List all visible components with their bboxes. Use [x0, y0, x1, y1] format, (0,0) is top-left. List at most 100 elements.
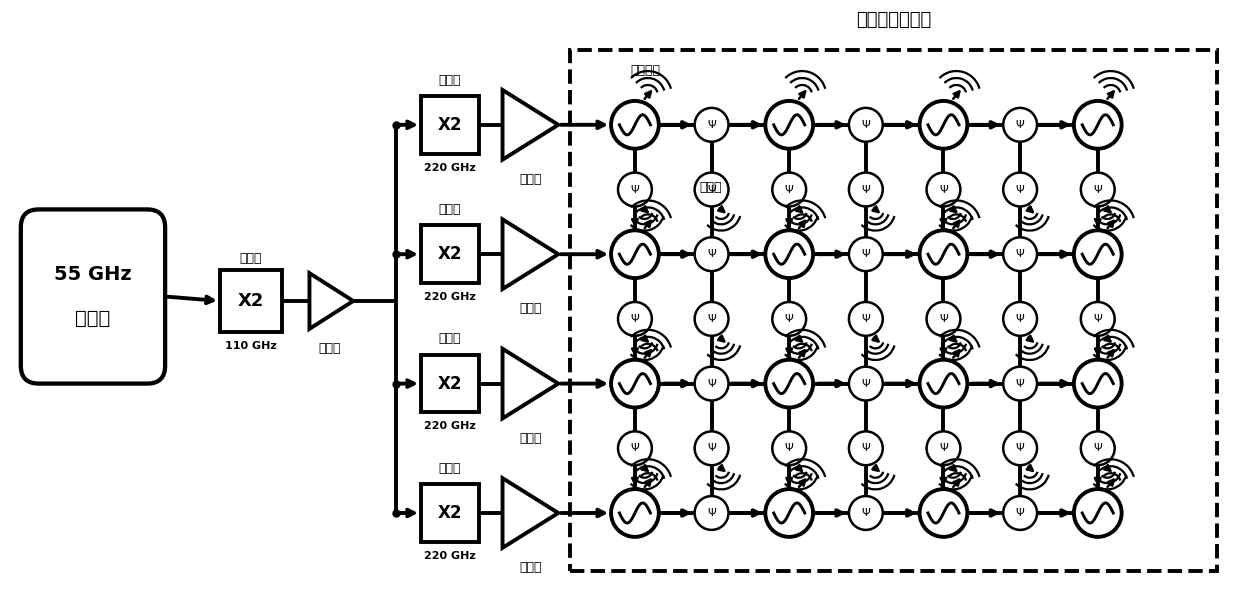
Circle shape [611, 101, 659, 148]
Text: 二倍频: 二倍频 [439, 203, 461, 216]
Circle shape [1074, 101, 1121, 148]
Circle shape [695, 237, 729, 271]
Text: X2: X2 [437, 245, 462, 263]
Circle shape [1004, 496, 1037, 530]
Text: Ψ: Ψ [707, 314, 716, 324]
Text: X2: X2 [437, 375, 462, 393]
Text: 二倍频: 二倍频 [239, 252, 261, 265]
Text: 220 GHz: 220 GHz [424, 163, 476, 173]
Circle shape [927, 302, 960, 336]
Circle shape [1004, 366, 1037, 400]
Circle shape [618, 173, 652, 207]
Text: 缓冲器: 缓冲器 [519, 561, 541, 574]
Text: Ψ: Ψ [707, 120, 716, 130]
Text: Ψ: Ψ [861, 443, 870, 453]
Polygon shape [310, 273, 353, 329]
Circle shape [1004, 173, 1037, 207]
FancyBboxPatch shape [21, 210, 165, 384]
Text: 二倍频: 二倍频 [439, 74, 461, 87]
Text: Ψ: Ψ [1093, 314, 1103, 324]
Circle shape [695, 431, 729, 465]
Circle shape [695, 366, 729, 400]
Polygon shape [503, 349, 559, 418]
Circle shape [611, 489, 659, 537]
Circle shape [849, 302, 882, 336]
Circle shape [772, 302, 807, 336]
Circle shape [766, 489, 813, 537]
Text: Ψ: Ψ [861, 378, 870, 388]
Circle shape [849, 108, 882, 142]
Text: Ψ: Ψ [707, 185, 716, 194]
Text: 220 GHz: 220 GHz [424, 551, 476, 561]
Circle shape [618, 431, 652, 465]
Circle shape [927, 173, 960, 207]
Text: 缓冲器: 缓冲器 [519, 173, 541, 186]
Circle shape [1074, 230, 1121, 278]
Text: 锁相环: 锁相环 [76, 309, 110, 328]
Circle shape [618, 302, 652, 336]
Circle shape [1074, 489, 1121, 537]
Circle shape [849, 173, 882, 207]
Bar [421, 355, 478, 412]
Circle shape [766, 230, 813, 278]
Text: Ψ: Ψ [707, 378, 716, 388]
Text: Ψ: Ψ [861, 314, 870, 324]
Text: Ψ: Ψ [784, 185, 793, 194]
Bar [570, 50, 1217, 571]
Text: 55 GHz: 55 GHz [55, 265, 131, 284]
Circle shape [1080, 302, 1115, 336]
Text: 220 GHz: 220 GHz [424, 292, 476, 302]
Text: Ψ: Ψ [707, 508, 716, 518]
Circle shape [849, 366, 882, 400]
Polygon shape [503, 90, 559, 160]
Text: Ψ: Ψ [631, 443, 639, 453]
Bar [421, 96, 478, 154]
Text: 振荡器耦合阵列: 振荡器耦合阵列 [856, 11, 932, 29]
Circle shape [919, 101, 968, 148]
Text: Ψ: Ψ [707, 249, 716, 259]
Bar [421, 225, 478, 283]
Circle shape [695, 173, 729, 207]
Text: 二倍频: 二倍频 [439, 462, 461, 475]
Text: Ψ: Ψ [1016, 378, 1025, 388]
Text: Ψ: Ψ [1093, 185, 1103, 194]
Text: 缓冲器: 缓冲器 [519, 302, 541, 315]
Circle shape [1004, 237, 1037, 271]
Circle shape [1004, 302, 1037, 336]
Polygon shape [503, 478, 559, 548]
Circle shape [919, 360, 968, 407]
Text: Ψ: Ψ [861, 185, 870, 194]
Text: 二倍频: 二倍频 [439, 332, 461, 345]
Circle shape [1080, 173, 1115, 207]
Circle shape [1074, 360, 1121, 407]
Text: Ψ: Ψ [939, 314, 948, 324]
Circle shape [695, 108, 729, 142]
Text: Ψ: Ψ [707, 443, 716, 453]
Text: X2: X2 [437, 116, 462, 134]
Text: 缓冲器: 缓冲器 [318, 342, 341, 355]
Text: X2: X2 [238, 292, 264, 310]
Circle shape [766, 101, 813, 148]
Text: Ψ: Ψ [784, 443, 793, 453]
Text: Ψ: Ψ [1016, 508, 1025, 518]
Text: Ψ: Ψ [939, 443, 948, 453]
Bar [421, 484, 478, 542]
Text: Ψ: Ψ [861, 120, 870, 130]
Text: Ψ: Ψ [1016, 249, 1025, 259]
Circle shape [919, 489, 968, 537]
Circle shape [849, 496, 882, 530]
Text: Ψ: Ψ [1016, 443, 1025, 453]
Text: X2: X2 [437, 504, 462, 522]
Text: Ψ: Ψ [631, 185, 639, 194]
Text: Ψ: Ψ [631, 314, 639, 324]
Text: 缓冲器: 缓冲器 [519, 432, 541, 445]
Circle shape [849, 431, 882, 465]
Text: Ψ: Ψ [1016, 185, 1025, 194]
Circle shape [1080, 431, 1115, 465]
Text: 110 GHz: 110 GHz [224, 341, 276, 351]
Polygon shape [503, 219, 559, 289]
Bar [219, 270, 281, 332]
Text: Ψ: Ψ [784, 314, 793, 324]
Circle shape [772, 173, 807, 207]
Circle shape [1004, 108, 1037, 142]
